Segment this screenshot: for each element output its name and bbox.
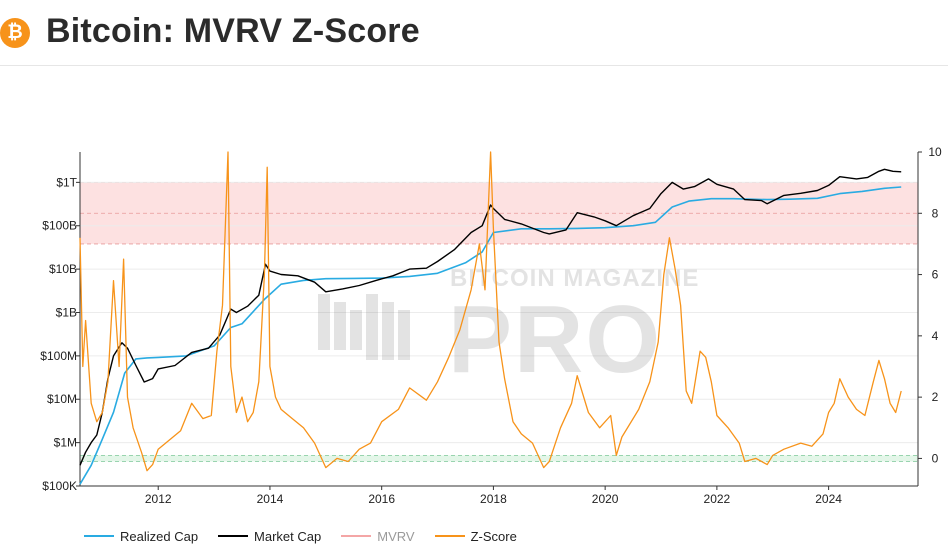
right-tick-label: 10 (928, 145, 942, 159)
right-tick-label: 6 (932, 268, 939, 282)
legend-item-mvrv[interactable]: MVRV (341, 528, 415, 544)
x-tick-label: 2022 (704, 492, 731, 506)
x-tick-label: 2024 (815, 492, 842, 506)
page-header: ₿ Bitcoin: MVRV Z-Score (0, 0, 948, 66)
plot-area (79, 151, 902, 485)
watermark-logo-icon (318, 294, 410, 360)
x-tick-label: 2020 (592, 492, 619, 506)
chart-legend: Realized Cap Market Cap MVRV Z-Score (84, 527, 537, 545)
axes: $100K $1M $10M $100M $1B $10B $100B $1T 0 2 4 6 8 10 2… (40, 145, 942, 506)
page-title: Bitcoin: MVRV Z-Score (46, 12, 420, 50)
bottom-zone-band (80, 455, 918, 462)
left-tick-label: $100K (42, 479, 77, 493)
gridlines (80, 181, 918, 487)
legend-swatch (341, 535, 372, 537)
right-tick-label: 0 (932, 451, 939, 465)
left-tick-label: $1B (56, 305, 77, 319)
legend-swatch (84, 535, 114, 537)
left-tick-label: $1M (54, 436, 77, 450)
right-tick-label: 2 (932, 390, 939, 404)
legend-item-z-score[interactable]: Z-Score (434, 528, 517, 544)
x-tick-label: 2012 (145, 492, 172, 506)
left-tick-label: $10B (49, 262, 77, 276)
legend-label: Realized Cap (120, 528, 199, 544)
left-tick-label: $100B (42, 219, 77, 233)
x-tick-label: 2016 (368, 492, 395, 506)
watermark-line1: BITCOIN MAGAZINE (450, 265, 699, 292)
legend-label: MVRV (377, 528, 415, 544)
right-tick-label: 4 (932, 329, 939, 343)
watermark-line2: PRO (448, 286, 662, 393)
series-realized-cap (79, 186, 902, 485)
legend-label: Market Cap (254, 528, 322, 544)
bitcoin-icon: ₿ (0, 18, 30, 48)
right-tick-label: 8 (932, 206, 939, 220)
legend-item-realized-cap[interactable]: Realized Cap (84, 529, 198, 544)
x-tick-label: 2014 (257, 492, 284, 506)
x-tick-label: 2018 (480, 492, 507, 506)
left-tick-label: $1T (56, 175, 77, 189)
series-z-score (79, 151, 902, 472)
series-market-cap (79, 168, 902, 466)
legend-swatch (218, 535, 249, 537)
left-tick-label: $10M (47, 392, 77, 406)
legend-label: Z-Score (470, 528, 517, 544)
watermark: BITCOIN MAGAZINE PRO (318, 265, 699, 393)
left-tick-label: $100M (40, 349, 77, 363)
legend-swatch (434, 535, 465, 537)
legend-item-market-cap[interactable]: Market Cap (218, 529, 321, 544)
